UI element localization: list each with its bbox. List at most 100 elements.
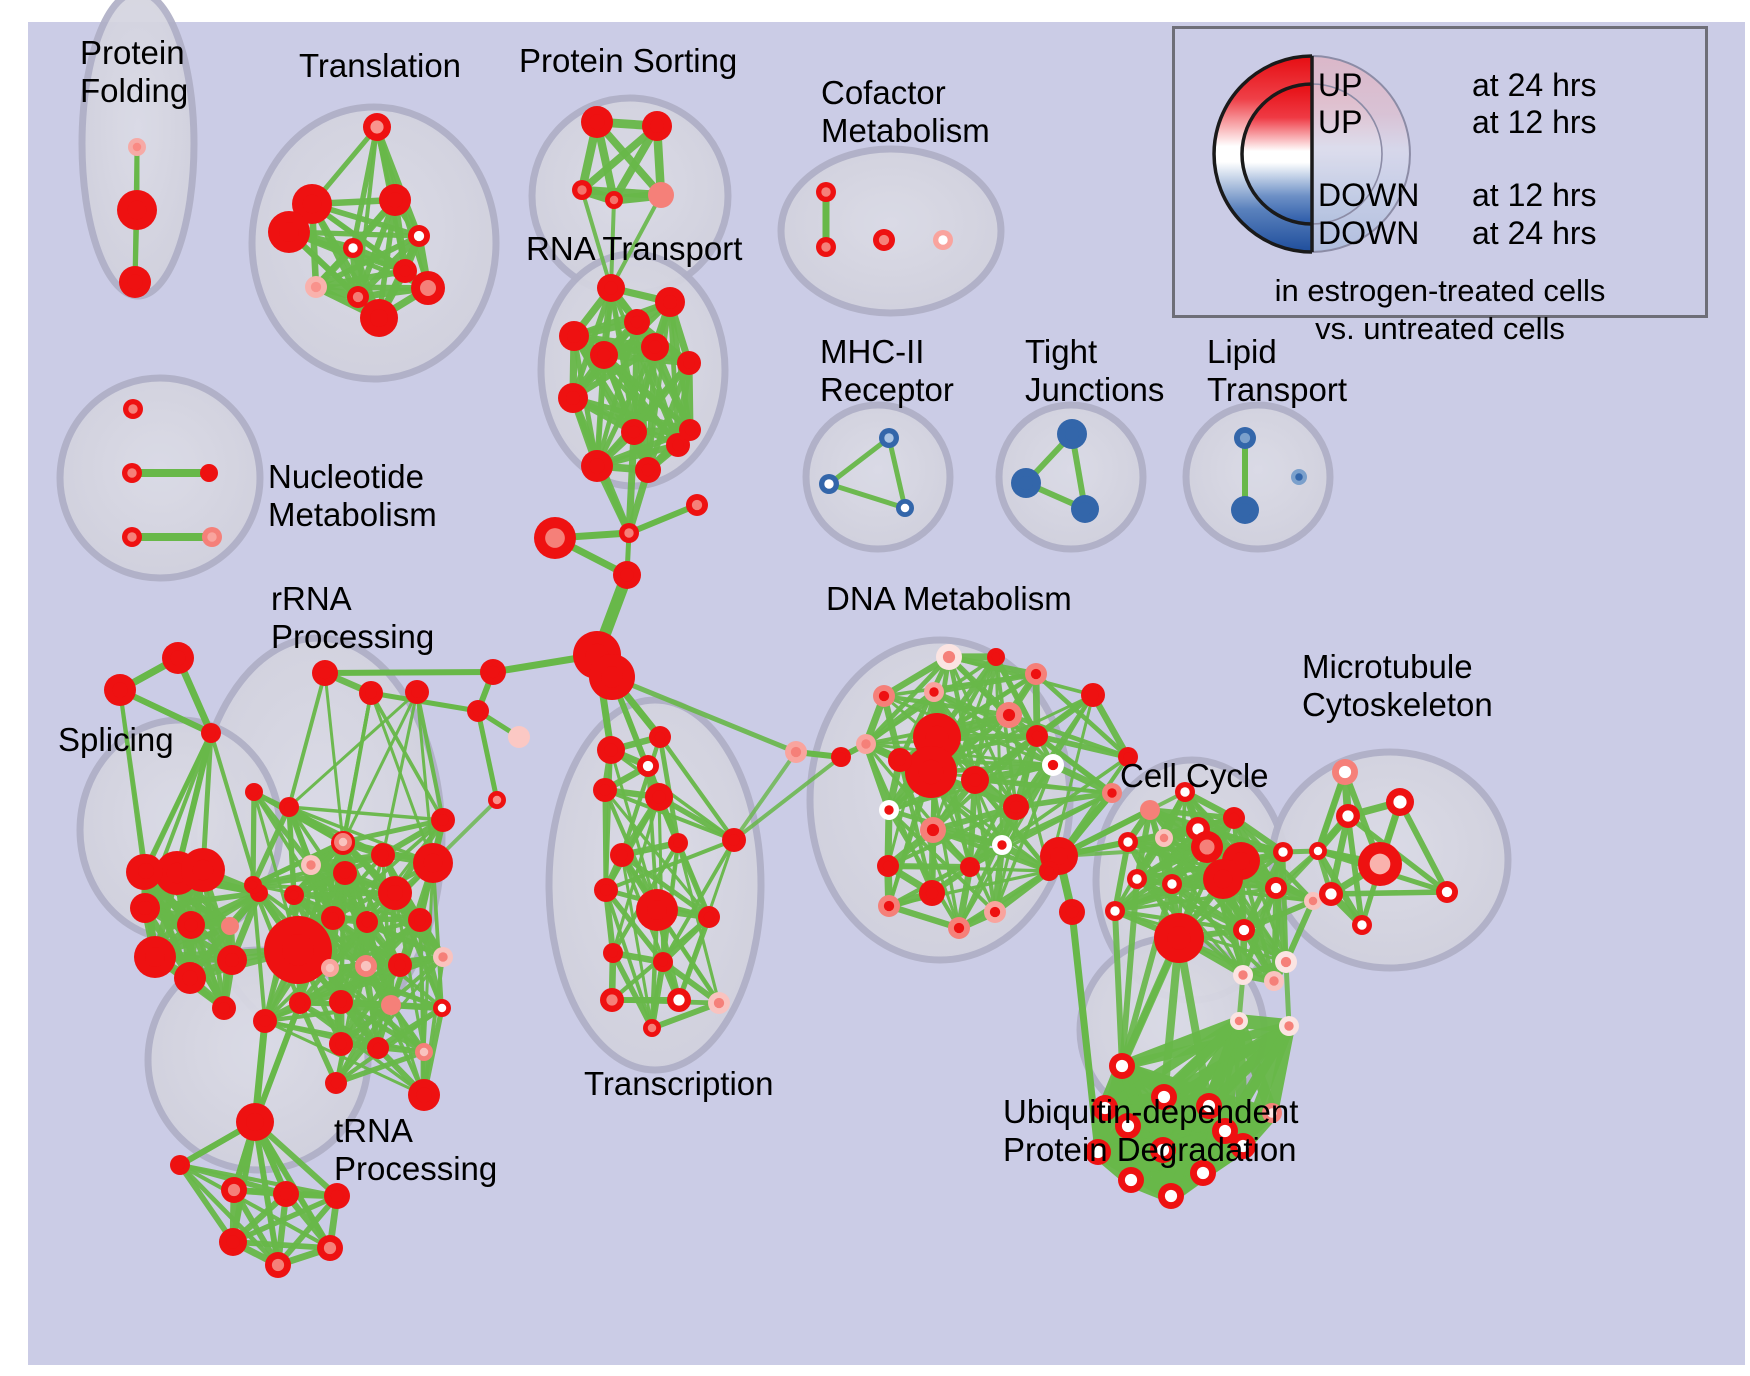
- cluster-label-tight-junctions: Tight Junctions: [1025, 333, 1165, 408]
- edge: [187, 890, 262, 981]
- node-inner-disc-12hr: [361, 916, 373, 928]
- node-inner-disc-12hr: [387, 885, 403, 901]
- node-inner-disc-12hr: [652, 790, 666, 804]
- legend-caption-line1: in estrogen-treated cells: [1274, 273, 1606, 308]
- node-inner-disc-12hr: [370, 120, 384, 134]
- node-inner-disc-12hr: [1009, 800, 1023, 814]
- node-inner-disc-12hr: [184, 918, 198, 932]
- node-inner-disc-12hr: [310, 281, 322, 293]
- edge: [570, 395, 681, 448]
- legend-time-3: at 24 hrs: [1472, 215, 1597, 251]
- node-inner-disc-12hr: [1123, 752, 1133, 762]
- node-inner-disc-12hr: [641, 463, 655, 477]
- edge: [609, 198, 616, 290]
- node-inner-disc-12hr: [965, 862, 975, 872]
- edge: [897, 757, 935, 896]
- node-inner-disc-12hr: [132, 142, 142, 152]
- node-inner-disc-12hr: [989, 906, 1001, 918]
- edge: [580, 188, 613, 290]
- edge: [886, 435, 908, 511]
- legend-time-1: at 12 hrs: [1472, 104, 1597, 140]
- node-inner-disc-12hr: [1065, 905, 1079, 919]
- edge: [625, 428, 638, 537]
- edge: [297, 1000, 339, 1086]
- node-inner-disc-12hr: [968, 773, 982, 787]
- node-inner-disc-12hr: [1234, 1016, 1244, 1026]
- edge: [333, 1049, 427, 1086]
- node-inner-disc-12hr: [218, 1002, 230, 1014]
- node-inner-disc-12hr: [1091, 1145, 1105, 1159]
- node-inner-disc-12hr: [790, 746, 802, 758]
- edge: [569, 343, 659, 402]
- node-inner-disc-12hr: [929, 687, 939, 697]
- cluster-label-transcription: Transcription: [584, 1065, 774, 1102]
- node-inner-disc-12hr: [372, 1042, 384, 1054]
- edge: [287, 690, 419, 809]
- node-inner-disc-12hr: [630, 315, 644, 329]
- node-inner-disc-12hr: [589, 114, 605, 130]
- edge: [1328, 889, 1450, 897]
- node-inner-disc-12hr: [246, 1113, 264, 1131]
- edge: [252, 790, 385, 857]
- node-inner-disc-12hr: [137, 900, 153, 916]
- edge: [200, 867, 227, 1011]
- edge: [676, 914, 712, 1003]
- edge: [323, 671, 345, 844]
- node-inner-disc-12hr: [1167, 879, 1177, 889]
- edge: [991, 867, 1053, 916]
- edge: [1315, 769, 1348, 854]
- edge: [661, 838, 736, 964]
- node-inner-disc-12hr: [1239, 432, 1251, 444]
- node-inner-disc-12hr: [170, 650, 186, 666]
- node-inner-disc-12hr: [1267, 1108, 1277, 1118]
- node-inner-disc-12hr: [616, 849, 628, 861]
- edge: [609, 748, 659, 912]
- legend-outer-outline: [1212, 54, 1313, 254]
- node-inner-disc-12hr: [338, 837, 348, 847]
- edge: [863, 689, 937, 747]
- node-inner-disc-12hr: [1002, 708, 1016, 722]
- cluster-label-rrna-processing: rRNA Processing: [271, 580, 435, 655]
- edge: [732, 750, 798, 842]
- edge: [968, 734, 1039, 869]
- node-inner-disc-12hr: [606, 994, 618, 1006]
- edge: [649, 1000, 722, 1031]
- edge: [252, 1119, 281, 1268]
- node-inner-disc-12hr: [604, 743, 618, 757]
- node-inner-disc-12hr: [609, 195, 619, 205]
- node-inner-disc-12hr: [394, 959, 406, 971]
- node-inner-disc-12hr: [683, 357, 695, 369]
- node-inner-disc-12hr: [925, 725, 949, 749]
- edge: [881, 693, 1012, 718]
- legend-caption-line2: vs. untreated cells: [1315, 311, 1565, 346]
- node-inner-disc-12hr: [226, 1235, 240, 1249]
- node-inner-disc-12hr: [642, 760, 654, 772]
- node-inner-disc-12hr: [672, 439, 684, 451]
- edge: [262, 1002, 394, 1024]
- node-inner-disc-12hr: [284, 802, 294, 812]
- node-inner-disc-12hr: [1213, 869, 1233, 889]
- node-inner-disc-12hr: [1018, 475, 1034, 491]
- node-inner-disc-12hr: [1110, 906, 1120, 916]
- node-inner-disc-12hr: [601, 666, 623, 688]
- edge: [250, 804, 292, 888]
- edge: [250, 789, 257, 888]
- cluster-label-translation: Translation: [299, 47, 462, 84]
- node-inner-disc-12hr: [1278, 847, 1288, 857]
- legend-direction-0: UP: [1318, 67, 1363, 103]
- node-inner-disc-12hr: [437, 814, 449, 826]
- cluster-ellipse: [1182, 401, 1334, 553]
- node-inner-disc-12hr: [624, 528, 634, 538]
- edge: [609, 193, 663, 290]
- edge: [610, 950, 655, 1031]
- node-inner-disc-12hr: [1123, 837, 1133, 847]
- cluster-ellipse: [56, 374, 264, 582]
- cluster-label-mhc-ii-receptor: MHC-II Receptor: [820, 333, 954, 408]
- node-inner-disc-12hr: [206, 728, 216, 738]
- node-inner-disc-12hr: [294, 997, 306, 1009]
- cluster-label-cell-cycle: Cell Cycle: [1120, 757, 1269, 794]
- node-inner-disc-12hr: [289, 890, 299, 900]
- node-inner-disc-12hr: [673, 838, 683, 848]
- node-inner-disc-12hr: [411, 686, 423, 698]
- node-inner-disc-12hr: [1159, 833, 1169, 843]
